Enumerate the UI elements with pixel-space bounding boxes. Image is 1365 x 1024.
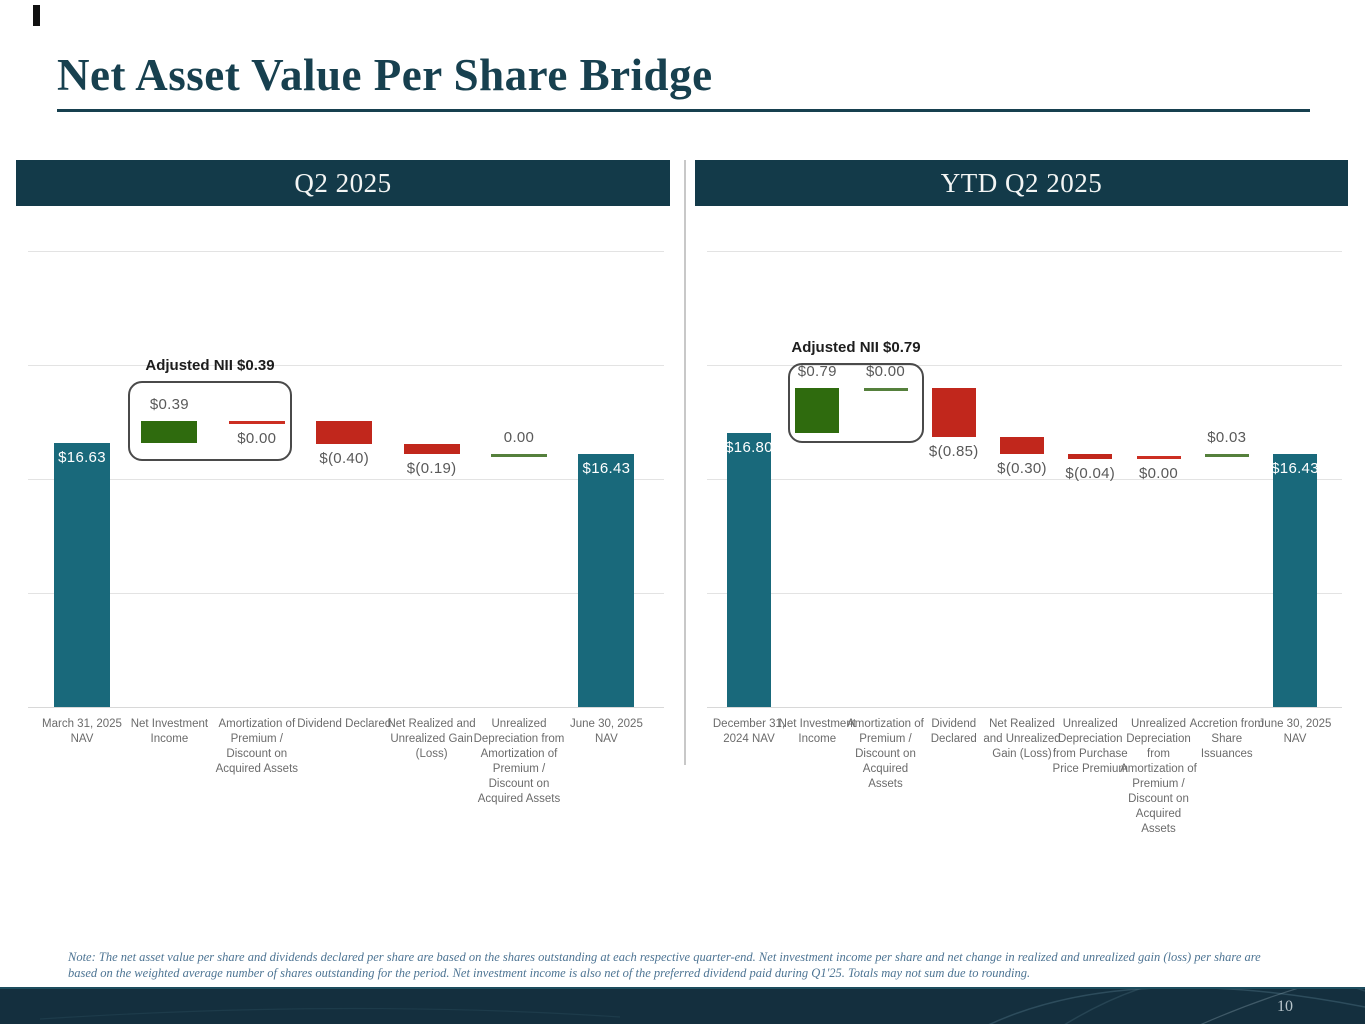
axis-category-label: Unrealized Depreciation from Purchase Pr… (1052, 718, 1128, 775)
panel-divider (684, 160, 686, 765)
gridline (28, 365, 664, 366)
gridline (707, 365, 1342, 366)
waterfall-total-bar (727, 433, 771, 707)
q2-2025-panel-header: Q2 2025 (16, 160, 670, 206)
waterfall-decrease-bar (1068, 453, 1113, 459)
ytd-q2-2025-waterfall-chart: $16.80 December 31, 2024 NAV $0.79 Net Inve… (695, 206, 1348, 835)
axis-category-label: Amortization of Premium / Discount on Ac… (215, 718, 299, 775)
bar-value-label: $16.43 (1271, 460, 1319, 478)
bar-value-label: 0.00 (503, 429, 535, 447)
axis-category-label: June 30, 2025 NAV (1258, 718, 1332, 745)
axis-category-label: Dividend Declared (297, 718, 392, 730)
axis-category-label: Net Investment Income (778, 718, 856, 745)
bar-value-label: $0.79 (797, 363, 837, 381)
adjusted-nii-annotation-label: Adjusted NII $0.39 (145, 357, 275, 374)
bar-value-label: $0.00 (865, 363, 906, 381)
bar-value-label: $0.00 (237, 429, 277, 447)
ytd-q2-2025-panel-header: YTD Q2 2025 (695, 160, 1348, 206)
adjusted-nii-annotation-box (788, 363, 924, 443)
adjusted-nii-annotation-label: Adjusted NII $0.79 (791, 339, 921, 356)
footnote: Note: The net asset value per share and … (68, 950, 1261, 980)
axis-category-label: December 31, 2024 NAV (712, 718, 786, 745)
axis-category-label: March 31, 2025 NAV (42, 718, 122, 745)
footer-bar: 10 (0, 987, 1365, 1024)
axis-category-label: Unrealized Depreciation from Amortizatio… (473, 718, 565, 805)
page-title: Net Asset Value Per Share Bridge (57, 50, 713, 100)
page-number: 10 (1277, 998, 1293, 1015)
bar-value-label: $(0.19) (406, 460, 457, 478)
bar-value-label: $16.63 (58, 449, 106, 467)
bar-value-label: $(0.04) (1065, 464, 1116, 482)
waterfall-decrease-bar (316, 420, 373, 444)
bar-value-label: $0.03 (1207, 429, 1247, 447)
gridline (707, 479, 1342, 480)
q2-2025-panel: Q2 2025 $16.63 March 31, 2025 NAV $0.39 Net… (16, 160, 670, 805)
gridline (707, 707, 1342, 708)
axis-category-label: Accretion from Share Issuances (1189, 718, 1264, 760)
gridline (707, 593, 1342, 594)
axis-category-label: Net Realized and Unrealized Gain (Loss) (983, 718, 1061, 760)
waterfall-decrease-bar (1000, 436, 1044, 454)
waterfall-total-bar (54, 443, 110, 707)
footer-decorative-curves (39, 989, 1365, 1024)
gridline (28, 707, 664, 708)
waterfall-increase-bar (141, 420, 198, 444)
bar-value-label: $16.43 (582, 460, 631, 478)
bar-value-label: $(0.30) (997, 459, 1047, 477)
axis-category-label: Dividend Declared (930, 718, 977, 745)
waterfall-decrease-bar (931, 388, 976, 437)
gridline (707, 251, 1342, 252)
axis-category-label: June 30, 2025 NAV (569, 718, 643, 745)
gridline (28, 593, 664, 594)
bar-value-label: $(0.85) (928, 442, 979, 460)
axis-category-label: Net Investment Income (130, 718, 209, 745)
waterfall-increase-bar (795, 388, 840, 434)
waterfall-zero-line (863, 388, 908, 392)
ytd-q2-2025-panel: YTD Q2 2025 $16.80 December 31, 2024 NAV $… (695, 160, 1348, 835)
axis-category-label: Amortization of Premium / Discount on Ac… (847, 718, 924, 790)
axis-category-label: Net Realized and Unrealized Gain (Loss) (387, 718, 476, 760)
bar-value-label: $(0.40) (319, 449, 369, 467)
gridline (28, 479, 664, 480)
waterfall-zero-line (228, 420, 285, 424)
bar-value-label: $0.39 (149, 395, 189, 413)
waterfall-decrease-bar (403, 443, 460, 455)
waterfall-total-bar (1273, 454, 1317, 707)
title-underline: Net Asset Value Per Share Bridge (57, 50, 1310, 113)
waterfall-zero-line (491, 454, 547, 458)
bar-value-label: $0.00 (1138, 465, 1179, 483)
gridline (28, 251, 664, 252)
waterfall-zero-line (1136, 456, 1181, 460)
adjusted-nii-annotation-box (128, 381, 292, 461)
bar-value-label: $16.80 (725, 439, 773, 457)
q2-2025-waterfall-chart: $16.63 March 31, 2025 NAV $0.39 Net Investm… (16, 206, 670, 805)
waterfall-zero-line (1204, 454, 1249, 458)
waterfall-total-bar (578, 454, 635, 707)
axis-category-label: Unrealized Depreciation from Amortizatio… (1120, 718, 1197, 835)
template-corner-mark (33, 5, 40, 26)
